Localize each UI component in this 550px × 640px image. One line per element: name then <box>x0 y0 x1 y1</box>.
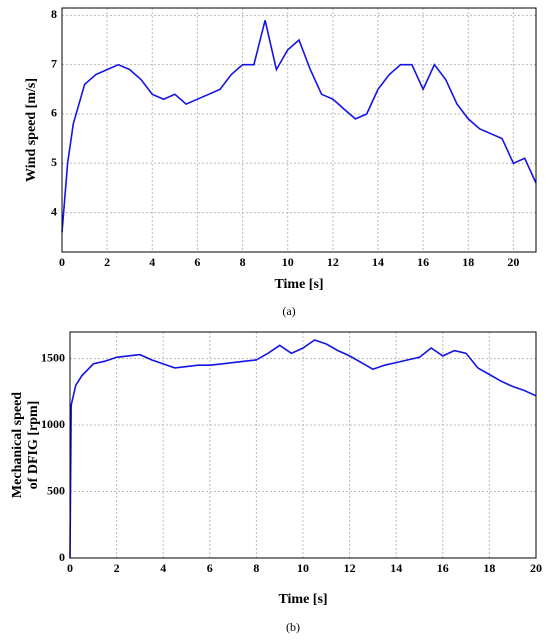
x-tick-label: 2 <box>114 561 120 575</box>
x-tick-label: 10 <box>282 255 294 269</box>
x-tick-label: 0 <box>59 255 65 269</box>
x-tick-label: 12 <box>327 255 339 269</box>
x-tick-label: 14 <box>390 561 402 575</box>
x-tick-label: 20 <box>530 561 542 575</box>
x-tick-label: 18 <box>483 561 495 575</box>
x-tick-label: 4 <box>149 255 155 269</box>
x-tick-label: 0 <box>67 561 73 575</box>
plot-frame <box>69 331 537 559</box>
x-tick-label: 20 <box>507 255 519 269</box>
y-tick-label: 1000 <box>41 417 65 431</box>
y-tick-label: 0 <box>59 550 65 564</box>
y-tick-label: 1500 <box>41 350 65 364</box>
caption: (b) <box>286 620 300 634</box>
x-tick-label: 4 <box>160 561 166 575</box>
y-tick-label: 5 <box>51 155 57 169</box>
plot-frame <box>61 7 537 253</box>
y-tick-label: 7 <box>51 56 57 70</box>
y-tick-label: 500 <box>47 483 65 497</box>
x-tick-label: 2 <box>104 255 110 269</box>
x-tick-label: 12 <box>344 561 356 575</box>
x-axis-label: Time [s] <box>274 277 323 292</box>
y-tick-label: 4 <box>51 204 57 218</box>
plot-area <box>62 8 536 252</box>
x-tick-label: 16 <box>417 255 429 269</box>
x-tick-label: 8 <box>240 255 246 269</box>
x-tick-label: 6 <box>207 561 213 575</box>
y-tick-label: 8 <box>51 7 57 21</box>
y-axis-label: Mechanical speed <box>10 392 25 498</box>
x-tick-label: 8 <box>253 561 259 575</box>
data-line <box>69 339 537 559</box>
y-axis-label: Wind speed [m/s] <box>24 78 39 182</box>
x-tick-label: 6 <box>194 255 200 269</box>
x-tick-label: 18 <box>462 255 474 269</box>
x-tick-label: 14 <box>372 255 384 269</box>
x-tick-label: 16 <box>437 561 449 575</box>
x-tick-label: 10 <box>297 561 309 575</box>
y-tick-label: 6 <box>51 106 57 120</box>
x-axis-label: Time [s] <box>278 592 327 607</box>
y-axis-label: of DFIG [rpm] <box>26 401 41 490</box>
data-line <box>61 20 537 233</box>
caption: (a) <box>282 304 295 318</box>
